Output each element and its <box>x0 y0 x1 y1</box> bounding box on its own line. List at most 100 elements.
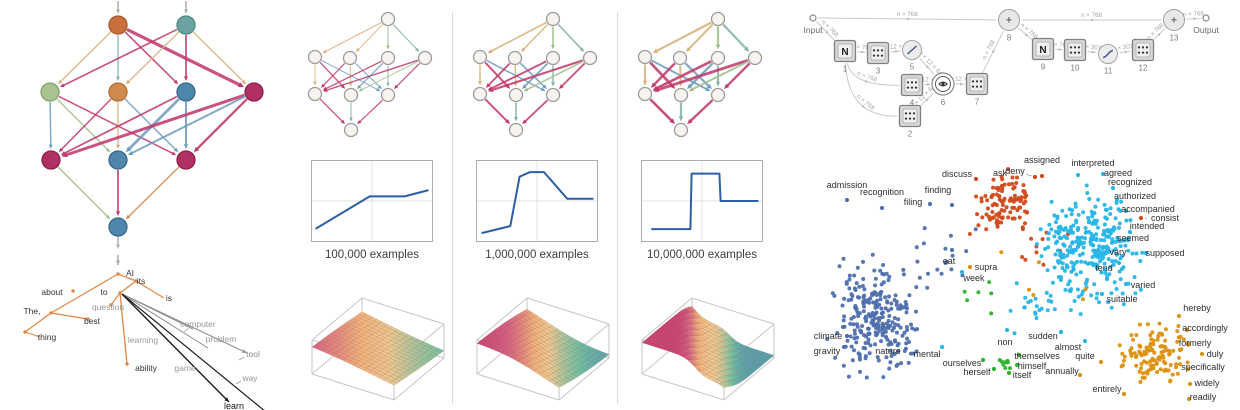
arrowhead-icon <box>478 81 482 86</box>
arrowhead-icon <box>116 76 120 81</box>
scatter-dot <box>874 326 879 331</box>
scatter-dot <box>892 298 897 302</box>
column-divider <box>617 12 618 404</box>
arrowhead-icon <box>705 86 711 92</box>
scatter-dot <box>1012 205 1017 210</box>
node-number: 12 <box>1139 64 1148 73</box>
scatter-dot <box>1134 363 1139 368</box>
scatter-dot <box>1096 225 1100 230</box>
node-number: 7 <box>975 98 980 107</box>
input-terminal-icon: Input <box>804 14 823 35</box>
scatter-dot <box>1034 242 1039 247</box>
scatter-dot <box>1178 362 1182 367</box>
surface-cell <box>566 375 575 381</box>
word-label: climate <box>814 331 843 341</box>
scatter-dot <box>868 343 873 348</box>
scatter-dot <box>873 330 878 335</box>
scatter-dot <box>903 300 908 304</box>
arrowhead-icon <box>105 147 111 153</box>
scatter-dot <box>994 203 999 207</box>
tree-word: ability <box>135 363 157 373</box>
scatter-dot <box>905 328 910 332</box>
scatter-dot <box>999 208 1004 213</box>
scatter-dot <box>1095 291 1100 296</box>
scatter-dot <box>1047 222 1052 227</box>
scatter-dot <box>1181 337 1186 342</box>
scatter-dot <box>1002 196 1007 201</box>
scatter-dot <box>1063 226 1068 230</box>
labeled-dot <box>1186 396 1192 402</box>
scatter-dot <box>1144 345 1149 350</box>
scatter-dot <box>870 252 875 257</box>
scatter-dot <box>1118 244 1123 249</box>
arrowhead-icon <box>115 9 121 14</box>
scatter-dot <box>1103 207 1108 212</box>
node-number: 4 <box>910 99 915 108</box>
arrowhead-icon <box>579 47 585 52</box>
arrowhead-icon <box>58 147 64 153</box>
scatter-dot <box>1052 213 1057 218</box>
surface-cell <box>407 367 417 374</box>
scatter-dot <box>842 296 847 301</box>
scatter-dot <box>841 363 846 368</box>
scatter-dot <box>1149 347 1154 352</box>
tree-junction-dot <box>23 330 27 334</box>
net-node <box>508 87 524 103</box>
scatter-dot <box>1141 371 1145 376</box>
scatter-dot <box>1048 293 1053 298</box>
scatter-dot <box>848 321 853 326</box>
net-edge <box>128 31 180 82</box>
mini-network-diagram <box>472 11 598 138</box>
scatter-dot <box>1148 359 1153 364</box>
tree-word: game <box>174 363 196 373</box>
scatter-dot <box>889 301 894 306</box>
net-node <box>108 82 128 102</box>
scatter-dot <box>1137 349 1142 354</box>
examples-caption: 1,000,000 examples <box>485 249 589 261</box>
scatter-dot <box>1128 218 1133 223</box>
word-label: specifically <box>1181 362 1225 372</box>
node-number: 9 <box>1041 63 1046 72</box>
gelu-activation-icon: 11 <box>1098 44 1118 76</box>
word-label: herself <box>963 367 991 377</box>
scatter-dot <box>1093 252 1097 256</box>
word-label: authorized <box>1114 191 1156 201</box>
scatter-dot <box>997 197 1002 202</box>
labeled-dot <box>999 183 1005 189</box>
arrowhead-icon <box>183 9 189 14</box>
scatter-dot <box>1115 235 1120 240</box>
flow-edge-label: n × 768 <box>1081 12 1102 19</box>
surface-cell <box>404 370 414 376</box>
labeled-dot <box>1123 208 1129 214</box>
scatter-dot <box>863 341 868 345</box>
scatter-dot <box>1045 268 1050 273</box>
scatter-dot <box>876 358 881 363</box>
tree-word: to <box>100 287 107 297</box>
scatter-dot <box>903 346 908 351</box>
scatter-dot <box>842 314 847 319</box>
scatter-dot <box>1069 260 1074 265</box>
scatter-dot <box>949 267 954 272</box>
labeled-dot <box>1058 329 1064 335</box>
scatter-dot <box>1067 207 1072 212</box>
scatter-dot <box>873 342 878 347</box>
surface-cell <box>759 358 769 364</box>
matmul-dots-icon: 4 <box>900 73 924 108</box>
net-node <box>472 49 488 65</box>
tree-edge <box>135 280 165 299</box>
training-curve-chart <box>476 160 598 242</box>
scatter-dot <box>878 268 883 273</box>
arrowhead-icon <box>340 84 346 89</box>
scatter-dot <box>898 325 903 330</box>
net-edge <box>561 62 586 87</box>
scatter-dot <box>960 273 965 278</box>
scatter-dot <box>990 203 995 208</box>
scatter-dot <box>1152 350 1157 355</box>
surface-box-edge <box>476 297 528 341</box>
scatter-dot <box>1148 333 1153 338</box>
arrowhead-icon <box>488 87 494 92</box>
scatter-dot <box>880 333 885 338</box>
arrowhead-icon <box>115 244 121 249</box>
word-label: itself <box>1013 370 1032 380</box>
scatter-dot <box>1069 249 1074 254</box>
